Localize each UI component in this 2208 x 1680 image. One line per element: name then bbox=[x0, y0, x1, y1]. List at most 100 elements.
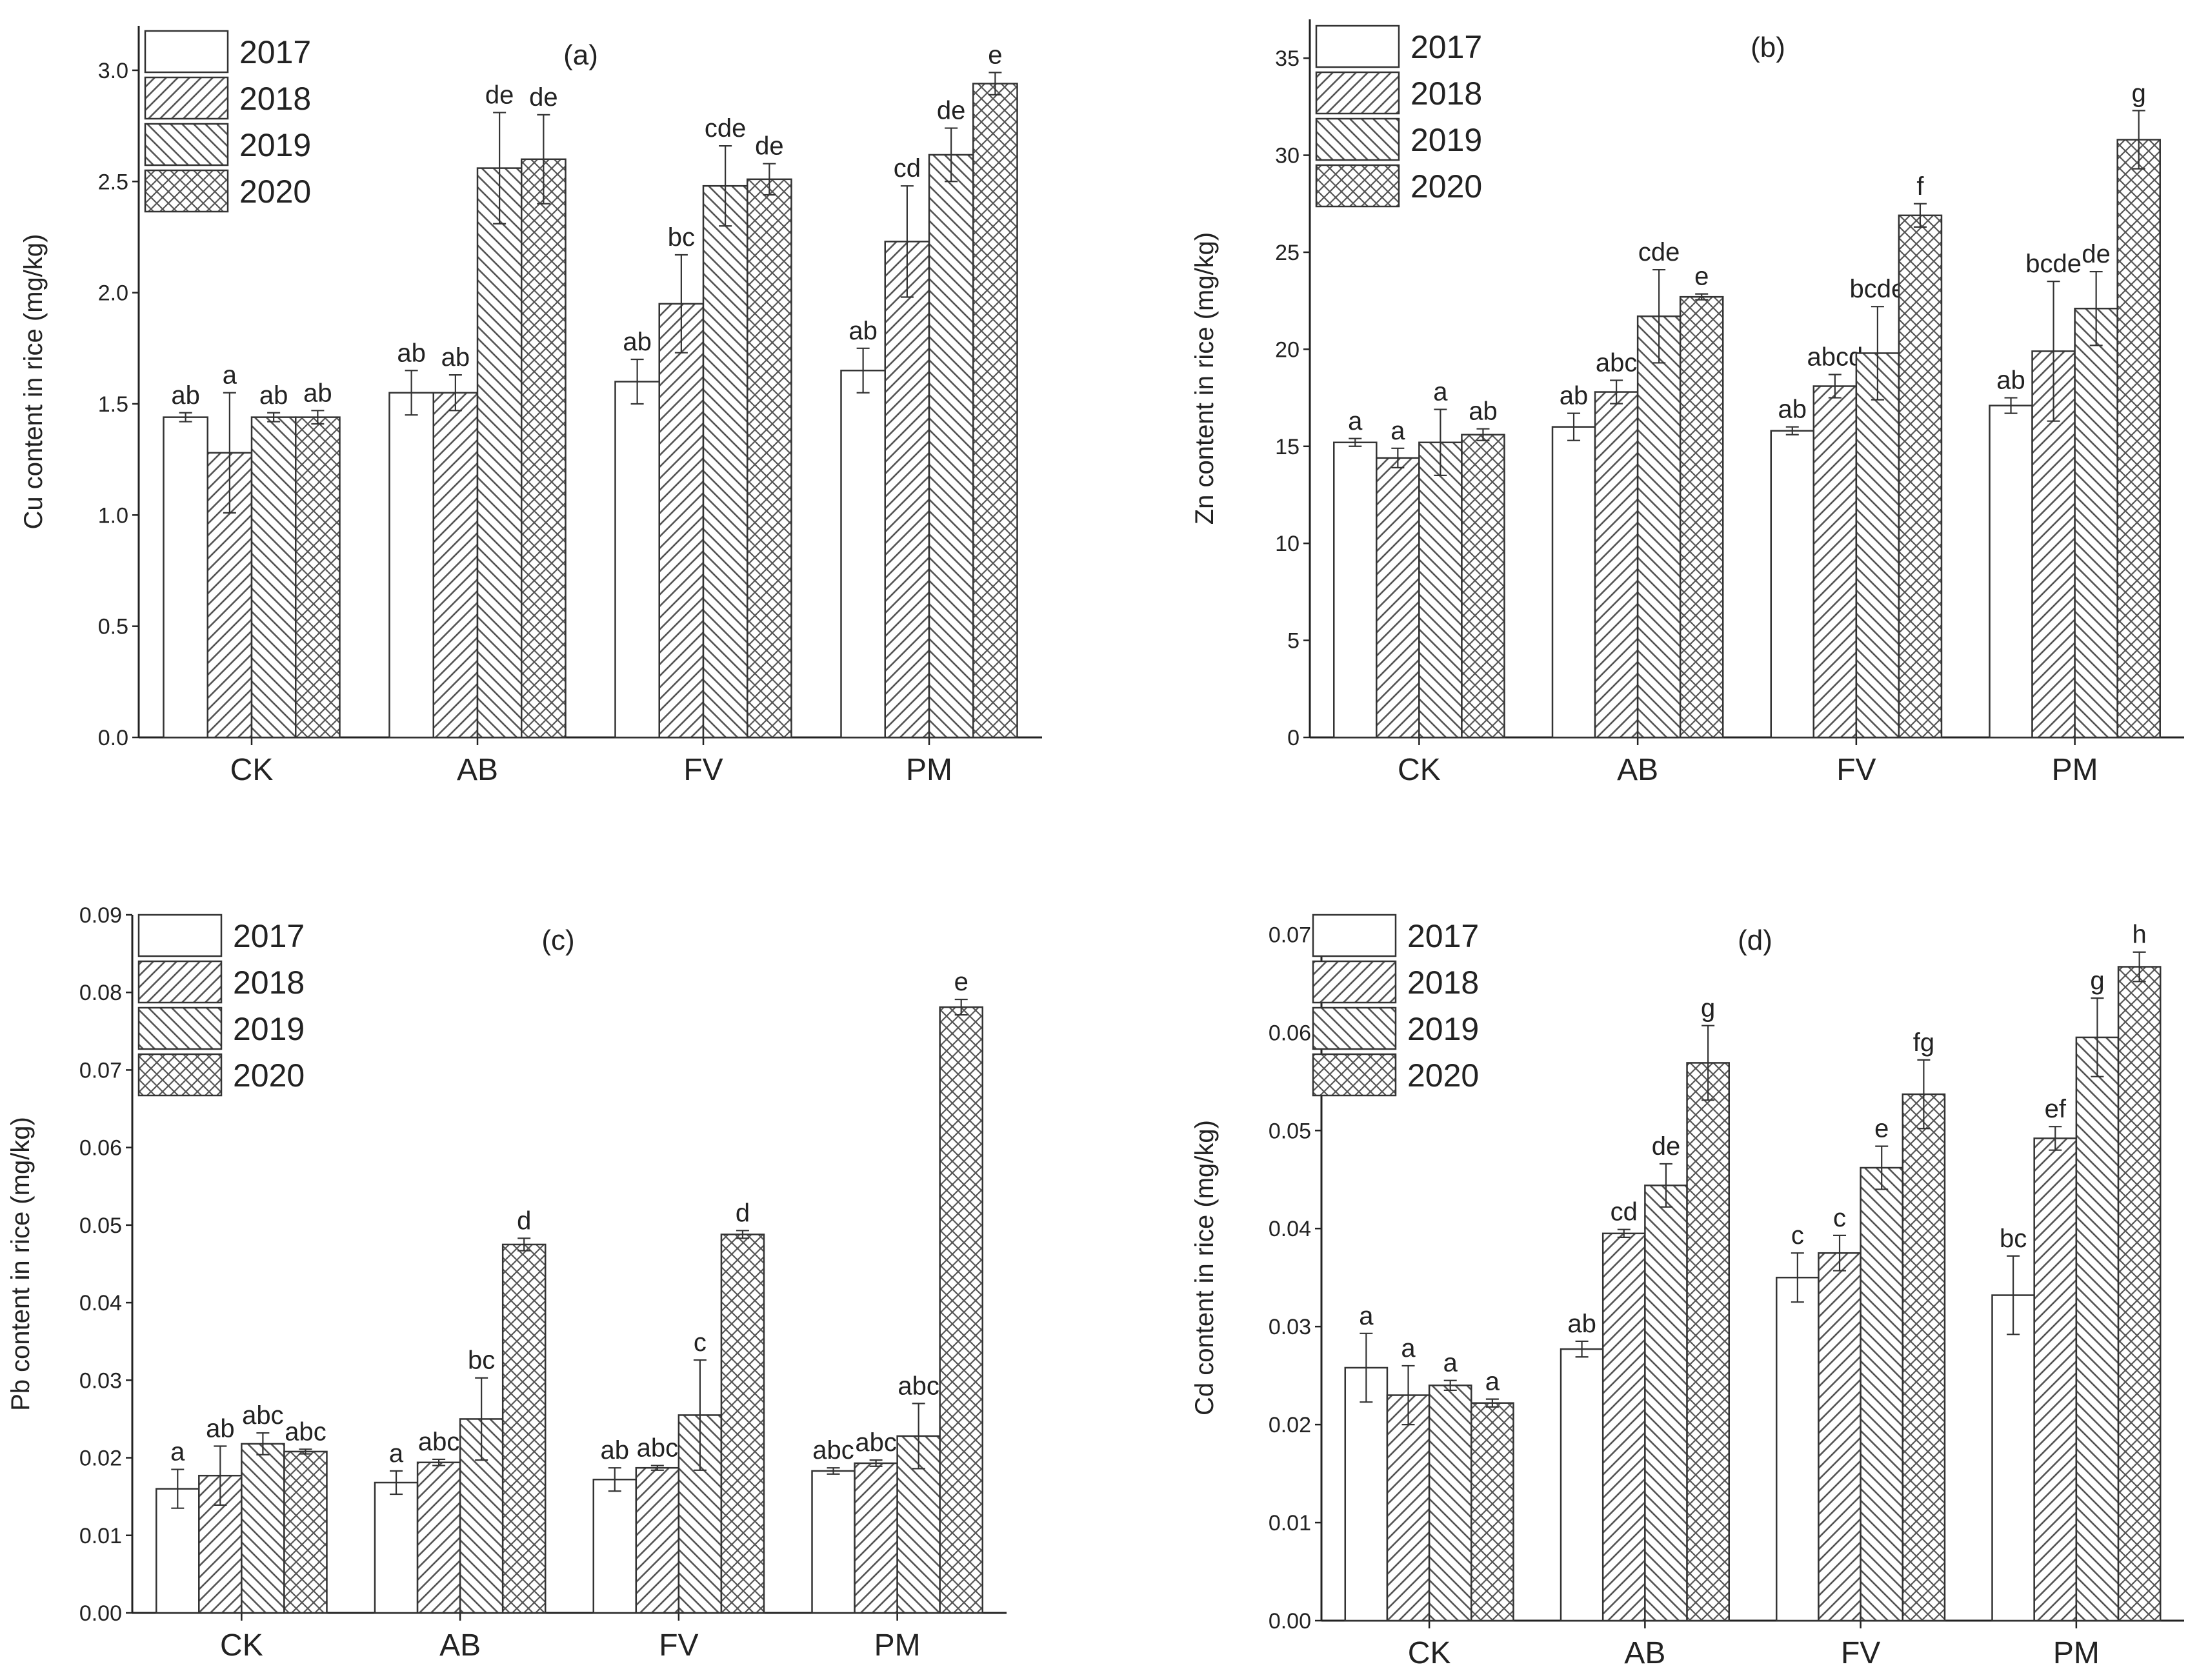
bar-2017-CK bbox=[163, 416, 208, 739]
significance-label: ab bbox=[848, 317, 878, 345]
legend-label: 2020 bbox=[233, 1057, 305, 1094]
significance-label: ab bbox=[259, 381, 288, 410]
x-tick-label: PM bbox=[874, 1628, 921, 1663]
bar-2017-PM bbox=[811, 1470, 856, 1614]
significance-label: cd bbox=[1611, 1198, 1638, 1226]
legend-label: 2019 bbox=[1407, 1011, 1479, 1047]
bar-2018-PM bbox=[854, 1462, 898, 1614]
significance-label: d bbox=[517, 1206, 531, 1235]
bar-2020-PM bbox=[972, 83, 1018, 739]
legend-swatch-2020 bbox=[144, 169, 229, 213]
y-tick-label: 2.0 bbox=[98, 281, 128, 306]
bar-2020-AB bbox=[1686, 1062, 1730, 1622]
significance-label: bcde bbox=[2025, 250, 2082, 278]
y-tick-label: 30 bbox=[1275, 144, 1300, 168]
x-tick-label: AB bbox=[439, 1628, 481, 1663]
bar-2017-FV bbox=[1770, 430, 1815, 739]
significance-label: ab bbox=[601, 1436, 630, 1465]
legend-label: 2017 bbox=[1407, 918, 1479, 954]
significance-label: de bbox=[2082, 240, 2111, 268]
significance-label: a bbox=[1485, 1368, 1500, 1396]
bar-2019-FV bbox=[702, 185, 748, 739]
bar-2017-PM bbox=[1989, 405, 2033, 739]
significance-label: abc bbox=[637, 1434, 679, 1463]
y-axis-label: Cu content in rice (mg/kg) bbox=[19, 234, 48, 530]
significance-label: bcde bbox=[1850, 275, 1906, 303]
legend-label: 2018 bbox=[239, 81, 311, 117]
y-tick-label: 0.03 bbox=[79, 1368, 122, 1393]
significance-label: c bbox=[694, 1328, 707, 1357]
bar-2019-PM bbox=[2075, 1036, 2120, 1622]
significance-label: ab bbox=[1469, 397, 1498, 426]
bar-2017-AB bbox=[388, 392, 434, 739]
bar-2018-AB bbox=[1601, 1232, 1646, 1622]
significance-label: a bbox=[1443, 1349, 1458, 1377]
significance-label: ab bbox=[171, 381, 200, 410]
significance-label: ab bbox=[1778, 395, 1807, 424]
significance-label: c bbox=[1791, 1221, 1804, 1250]
bar-2020-AB bbox=[1679, 295, 1724, 739]
x-tick-label: PM bbox=[2053, 1636, 2100, 1670]
significance-label: e bbox=[1874, 1115, 1889, 1143]
x-tick-label: PM bbox=[2052, 753, 2098, 787]
bar-2017-PM bbox=[840, 370, 886, 739]
significance-label: g bbox=[2090, 966, 2104, 995]
x-tick-label: CK bbox=[1408, 1636, 1451, 1670]
legend-label: 2018 bbox=[233, 965, 305, 1001]
legend-swatch-2018 bbox=[1315, 71, 1400, 115]
y-tick-label: 0.01 bbox=[1269, 1511, 1311, 1535]
significance-label: de bbox=[1652, 1132, 1681, 1161]
significance-label: a bbox=[389, 1439, 404, 1468]
x-tick-label: PM bbox=[906, 753, 952, 787]
y-tick-label: 0.09 bbox=[79, 903, 122, 928]
significance-label: cde bbox=[1638, 238, 1680, 266]
y-tick-label: 25 bbox=[1275, 241, 1300, 265]
bar-2020-PM bbox=[2117, 966, 2162, 1622]
significance-label: a bbox=[170, 1438, 185, 1466]
bar-2019-AB bbox=[1644, 1185, 1688, 1622]
significance-label: ab bbox=[1560, 382, 1589, 410]
panel-b-zn-chart: 0 5 10 15 20 25 30 35 Zn content in rice (mg/kg)… bbox=[1190, 19, 2184, 787]
y-tick-label: 0.07 bbox=[1269, 923, 1311, 947]
significance-label: cde bbox=[705, 114, 747, 143]
bar-2020-PM bbox=[2116, 139, 2161, 739]
significance-label: fg bbox=[1913, 1028, 1934, 1057]
y-tick-label: 0.02 bbox=[79, 1446, 122, 1471]
legend-label: 2020 bbox=[1407, 1057, 1479, 1094]
significance-label: bc bbox=[468, 1346, 495, 1375]
bar-2018-AB bbox=[416, 1461, 461, 1614]
legend-swatch-2020 bbox=[1315, 164, 1400, 208]
legend-swatch-2020 bbox=[137, 1053, 223, 1097]
bar-2018-FV bbox=[658, 303, 705, 739]
legend-swatch-2017 bbox=[1315, 25, 1400, 68]
y-tick-label: 1.5 bbox=[98, 392, 128, 417]
bar-2019-FV bbox=[1855, 352, 1900, 739]
bar-2018-FV bbox=[1812, 385, 1858, 739]
y-tick-label: 2.5 bbox=[98, 170, 128, 194]
bar-2019-CK bbox=[241, 1443, 285, 1614]
significance-label: ab bbox=[1996, 366, 2025, 395]
y-tick-label: 0.03 bbox=[1269, 1315, 1311, 1339]
significance-label: abc bbox=[855, 1428, 897, 1457]
bar-2017-PM bbox=[1991, 1294, 2035, 1622]
y-tick-label: 0.0 bbox=[98, 726, 128, 750]
significance-label: d bbox=[736, 1199, 750, 1227]
y-axis-label: Pb content in rice (mg/kg) bbox=[6, 1117, 35, 1411]
bar-2019-FV bbox=[1860, 1166, 1904, 1622]
y-tick-label: 0 bbox=[1287, 726, 1300, 750]
y-tick-label: 0.5 bbox=[98, 615, 128, 639]
y-tick-label: 0.06 bbox=[79, 1136, 122, 1161]
x-tick-label: FV bbox=[659, 1628, 698, 1663]
bar-2020-FV bbox=[720, 1234, 765, 1614]
bar-2020-AB bbox=[501, 1243, 547, 1614]
bar-2019-PM bbox=[928, 154, 974, 739]
bar-2017-CK bbox=[1333, 441, 1378, 739]
bar-2020-FV bbox=[747, 178, 792, 739]
bar-2018-PM bbox=[884, 241, 930, 739]
legend-label: 2018 bbox=[1410, 75, 1482, 112]
legend-label: 2019 bbox=[1410, 122, 1482, 158]
significance-label: a bbox=[1433, 378, 1448, 406]
bar-2017-AB bbox=[1551, 426, 1596, 739]
y-tick-label: 0.05 bbox=[79, 1214, 122, 1238]
bar-2018-CK bbox=[1386, 1394, 1430, 1622]
